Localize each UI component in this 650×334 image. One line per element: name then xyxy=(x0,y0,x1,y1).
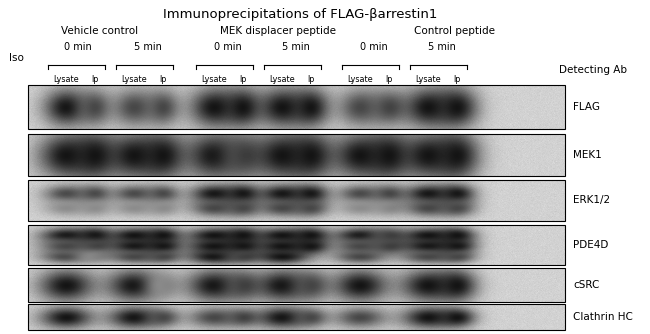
Text: MEK1: MEK1 xyxy=(573,150,602,160)
Text: 0 min: 0 min xyxy=(214,42,242,52)
Text: Ip: Ip xyxy=(91,75,98,84)
Text: 5 min: 5 min xyxy=(134,42,162,52)
Bar xyxy=(28,225,565,265)
Text: 0 min: 0 min xyxy=(360,42,388,52)
Text: Clathrin HC: Clathrin HC xyxy=(573,312,633,322)
Text: Ip: Ip xyxy=(159,75,166,84)
Text: Lysate: Lysate xyxy=(269,75,295,84)
Text: Control peptide: Control peptide xyxy=(413,26,495,36)
Text: Iso: Iso xyxy=(8,53,23,63)
Text: Lysate: Lysate xyxy=(202,75,227,84)
Text: 0 min: 0 min xyxy=(64,42,92,52)
Text: Lysate: Lysate xyxy=(415,75,441,84)
Text: Ip: Ip xyxy=(239,75,246,84)
Text: FLAG: FLAG xyxy=(573,102,600,112)
Bar xyxy=(28,134,565,176)
Text: MEK displacer peptide: MEK displacer peptide xyxy=(220,26,336,36)
Text: Lysate: Lysate xyxy=(121,75,147,84)
Text: Detecting Ab: Detecting Ab xyxy=(559,65,627,75)
Text: Ip: Ip xyxy=(307,75,314,84)
Text: cSRC: cSRC xyxy=(573,280,599,290)
Text: Lysate: Lysate xyxy=(347,75,373,84)
Text: 5 min: 5 min xyxy=(428,42,456,52)
Text: Immunoprecipitations of FLAG-βarrestin1: Immunoprecipitations of FLAG-βarrestin1 xyxy=(162,8,437,21)
Bar xyxy=(28,304,565,330)
Text: Ip: Ip xyxy=(385,75,392,84)
Bar xyxy=(28,268,565,302)
Text: Lysate: Lysate xyxy=(53,75,79,84)
Bar xyxy=(28,180,565,221)
Text: PDE4D: PDE4D xyxy=(573,240,608,250)
Text: ERK1/2: ERK1/2 xyxy=(573,195,610,205)
Text: Ip: Ip xyxy=(453,75,460,84)
Text: 5 min: 5 min xyxy=(282,42,310,52)
Bar xyxy=(28,85,565,129)
Text: Vehicle control: Vehicle control xyxy=(62,26,138,36)
